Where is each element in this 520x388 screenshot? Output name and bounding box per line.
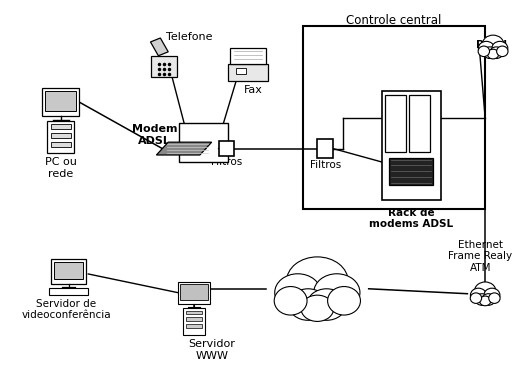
FancyBboxPatch shape xyxy=(186,324,202,328)
FancyBboxPatch shape xyxy=(49,288,88,295)
FancyBboxPatch shape xyxy=(409,95,430,152)
Ellipse shape xyxy=(275,274,321,311)
Ellipse shape xyxy=(287,257,348,306)
FancyBboxPatch shape xyxy=(51,142,71,147)
FancyBboxPatch shape xyxy=(151,56,177,78)
Ellipse shape xyxy=(471,283,499,305)
FancyBboxPatch shape xyxy=(186,317,202,321)
FancyBboxPatch shape xyxy=(51,259,86,284)
Polygon shape xyxy=(150,38,168,56)
Ellipse shape xyxy=(482,294,495,305)
Text: Filtros: Filtros xyxy=(309,160,341,170)
FancyBboxPatch shape xyxy=(389,158,433,185)
FancyBboxPatch shape xyxy=(54,262,83,279)
Ellipse shape xyxy=(489,293,500,303)
FancyBboxPatch shape xyxy=(51,133,71,138)
FancyBboxPatch shape xyxy=(42,88,80,116)
Ellipse shape xyxy=(276,259,358,319)
FancyBboxPatch shape xyxy=(186,310,202,314)
FancyBboxPatch shape xyxy=(218,141,235,156)
FancyBboxPatch shape xyxy=(45,91,76,111)
FancyBboxPatch shape xyxy=(317,139,333,158)
Ellipse shape xyxy=(484,288,500,302)
Text: PSTN: PSTN xyxy=(476,40,506,50)
Text: Modem
ADSL: Modem ADSL xyxy=(132,124,177,146)
Text: Servidor de
videoconferência: Servidor de videoconferência xyxy=(22,299,111,320)
FancyBboxPatch shape xyxy=(303,26,485,209)
Text: Ethernet
Frame Realy
ATM: Ethernet Frame Realy ATM xyxy=(448,240,512,273)
Ellipse shape xyxy=(289,289,328,320)
Ellipse shape xyxy=(471,288,486,302)
FancyBboxPatch shape xyxy=(237,68,246,74)
FancyBboxPatch shape xyxy=(382,91,441,200)
FancyBboxPatch shape xyxy=(183,308,205,335)
FancyBboxPatch shape xyxy=(228,64,268,81)
Ellipse shape xyxy=(487,49,499,59)
Ellipse shape xyxy=(483,35,504,53)
Text: Controle central: Controle central xyxy=(346,14,441,27)
Ellipse shape xyxy=(470,293,482,303)
FancyBboxPatch shape xyxy=(180,284,208,300)
Text: Filtros: Filtros xyxy=(211,158,242,167)
Ellipse shape xyxy=(328,286,360,315)
Text: Telefone: Telefone xyxy=(166,32,212,42)
Ellipse shape xyxy=(479,296,491,306)
Text: Fax: Fax xyxy=(244,85,263,95)
Ellipse shape xyxy=(478,46,489,57)
Ellipse shape xyxy=(307,289,346,320)
Ellipse shape xyxy=(314,274,360,311)
Ellipse shape xyxy=(274,286,307,315)
Ellipse shape xyxy=(475,294,489,305)
Text: Rack de
modems ADSL: Rack de modems ADSL xyxy=(369,208,453,229)
Text: Servidor
WWW: Servidor WWW xyxy=(188,339,235,361)
Ellipse shape xyxy=(475,282,496,300)
Ellipse shape xyxy=(489,47,503,59)
Polygon shape xyxy=(230,48,266,64)
Text: PC ou
rede: PC ou rede xyxy=(45,158,76,179)
Text: Tronco
Internet: Tronco Internet xyxy=(294,280,341,308)
Ellipse shape xyxy=(478,42,495,55)
FancyBboxPatch shape xyxy=(179,123,228,163)
Polygon shape xyxy=(157,142,212,155)
FancyBboxPatch shape xyxy=(385,95,406,152)
Ellipse shape xyxy=(479,36,508,58)
Ellipse shape xyxy=(483,47,497,59)
FancyBboxPatch shape xyxy=(178,282,210,303)
Ellipse shape xyxy=(492,42,508,55)
Ellipse shape xyxy=(301,295,334,321)
FancyBboxPatch shape xyxy=(47,121,74,152)
Ellipse shape xyxy=(497,46,508,57)
FancyBboxPatch shape xyxy=(51,124,71,129)
